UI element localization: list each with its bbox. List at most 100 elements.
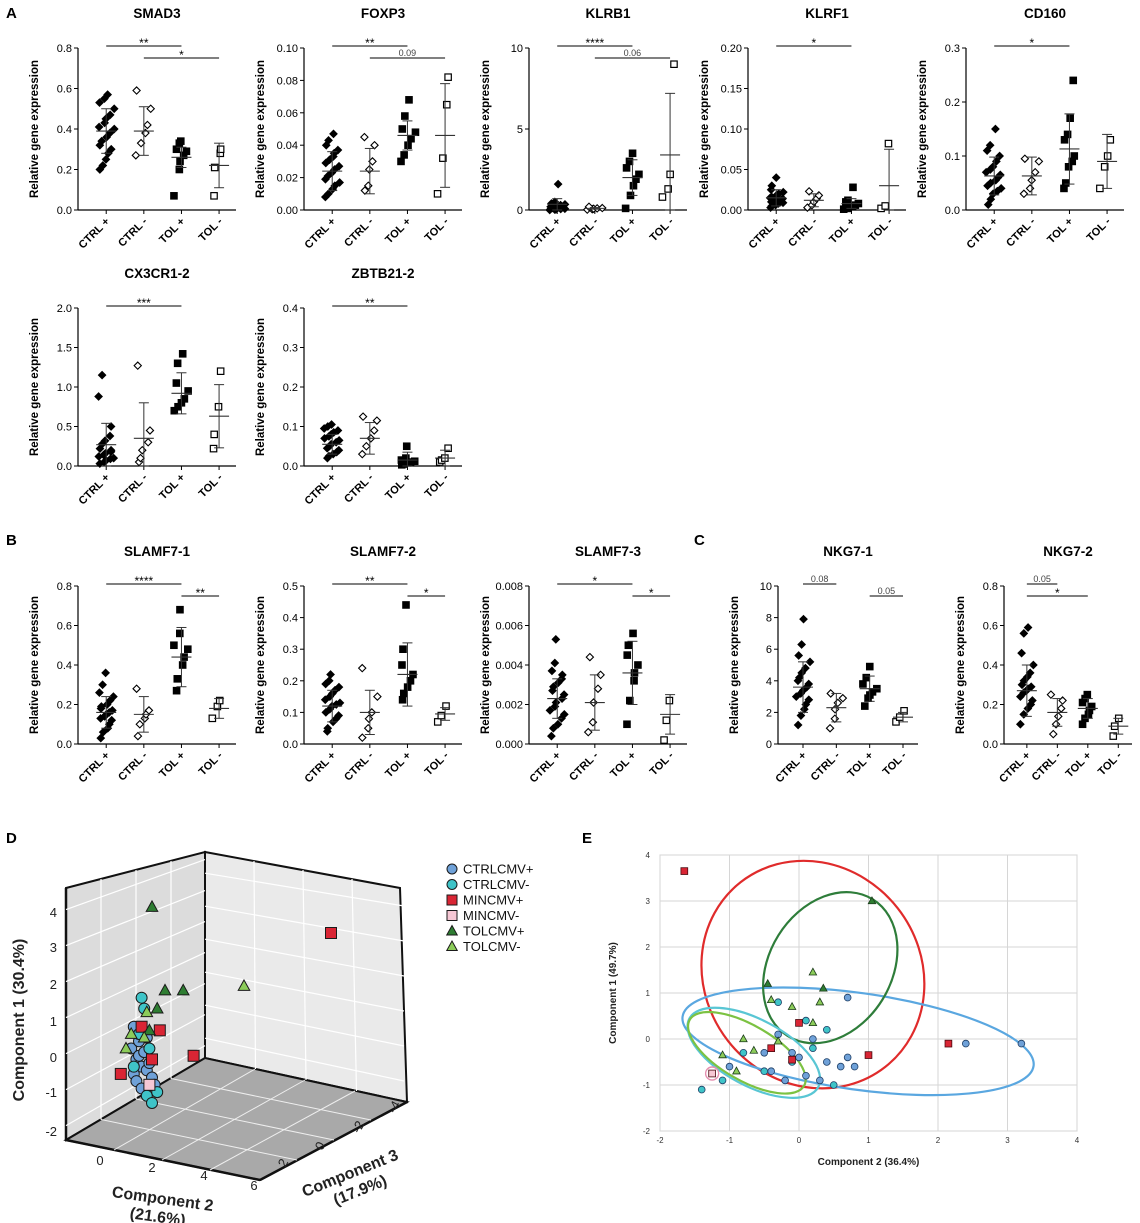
data-point [364,714,374,724]
data-point [1103,152,1112,160]
point-mincmv+ [788,1055,796,1064]
point-tolcmv+ [445,924,459,936]
data-point [131,150,141,160]
dot-plot-cd160: CD160 0.0 0.1 0.2 0.3 Relative gene expressio… [917,6,1124,251]
wall-grid [351,878,358,1092]
point-ctrlcmv+ [843,993,852,1002]
y-tick-label: 0.4 [283,303,298,315]
data-point [634,661,642,669]
point-ctrlcmv+ [822,1058,831,1066]
data-point [865,662,874,671]
panel-label-a: A [6,5,17,22]
y-tick-label: 1.5 [57,343,72,355]
significance-label: 0.05 [1033,574,1051,584]
data-point [548,723,558,733]
data-point [411,128,420,137]
data-point [98,680,107,690]
point-tolcmv- [773,1036,783,1045]
point-tolcmv- [808,1017,818,1027]
x-tick-label: TOL + [383,216,413,246]
significance-label: ** [365,574,375,588]
data-point [357,663,367,673]
point-ctrlcmv+ [781,1076,789,1085]
data-point [771,173,781,182]
data-point [173,359,182,368]
x-tick-label: TOL - [648,749,677,778]
y-tick-label: 0.10 [277,43,298,55]
data-point [844,196,852,205]
data-point [1070,152,1079,160]
data-point [985,140,995,150]
mincmv-neg-ellipse [704,1066,720,1081]
y-tick-label: 10 [511,43,523,55]
x-tick-label: TOL + [383,472,413,502]
x-tick-label: TOL + [1063,750,1093,780]
data-point [109,104,119,114]
point-ctrlcmv- [739,1049,748,1057]
wall-grid [204,971,405,1012]
y-tick-label: 0.2 [283,382,298,394]
y-axis-label: Relative gene expression [480,60,492,198]
point-ctrlcmv+ [1017,1039,1026,1048]
y-tick-label: 0.6 [983,621,998,633]
y-tick-label: 0.06 [277,108,298,120]
dot-plot-slamf7-2: SLAMF7-2 0.0 0.1 0.2 0.3 0.4 0.5 Relative gene … [255,544,462,785]
y-tick-label: 2 [50,977,57,992]
y-tick-label: 1 [646,989,651,998]
data-point [797,640,807,649]
confidence-ellipse [686,1010,807,1095]
y-tick-label: 0.4 [283,613,298,625]
data-point [145,426,155,435]
point-mincmv+ [944,1039,953,1048]
data-point [665,696,674,705]
chart-title: NKG7-2 [1043,544,1093,559]
data-point [215,696,224,705]
dot-plot-cx3cr1-2: CX3CR1-2 0.0 0.5 1.0 1.5 2.0 Relative gene exp… [29,266,236,507]
data-point [626,696,634,705]
y-tick-label: 0.5 [283,581,298,593]
x-tick-label: TOL + [1045,216,1075,246]
data-point [109,453,119,463]
y-axis-label: Relative gene expression [29,596,41,734]
x-tick-label: 6 [250,1178,257,1193]
data-point [996,184,1006,193]
y-tick-label: 4 [50,905,57,920]
legend-label: MINCMV+ [463,893,523,908]
point-mincmv- [143,1078,156,1091]
y-tick-label: 0.02 [277,173,298,185]
data-point [170,192,178,200]
y-axis-label: Relative gene expression [255,318,267,456]
data-point [216,367,225,376]
x-tick-label: TOL - [867,215,896,244]
data-point [333,145,343,155]
x-tick-label: TOL + [608,750,638,780]
point-mincmv+ [187,1049,200,1062]
data-point [825,723,835,733]
data-point [805,657,815,667]
data-point [628,149,637,158]
data-point [662,716,671,725]
data-point [101,668,110,678]
y-tick-label: 6 [766,644,772,656]
data-point [105,110,115,120]
y-tick-label: 0.2 [283,676,298,688]
point-ctrlcmv- [718,1076,727,1085]
data-point [214,402,223,411]
y-tick-label: 4 [646,851,651,860]
x-tick-label: TOL - [648,215,677,244]
x-axis-label: Component 2 (36.4%) [818,1157,920,1168]
data-point [1087,702,1096,711]
data-point [372,416,382,425]
x-tick-label: -1 [726,1136,734,1145]
x-tick-label: CTRL - [1030,749,1064,783]
data-point [1051,719,1061,729]
legend-label: CTRLCMV- [463,877,529,892]
data-point [357,449,367,459]
point-ctrlcmv+ [795,1053,803,1062]
data-point [549,682,558,692]
floor-grid [170,1078,372,1121]
data-point [106,144,116,154]
x-tick-label: TOL - [423,471,452,500]
legend-label: CTRLCMV+ [463,862,533,877]
